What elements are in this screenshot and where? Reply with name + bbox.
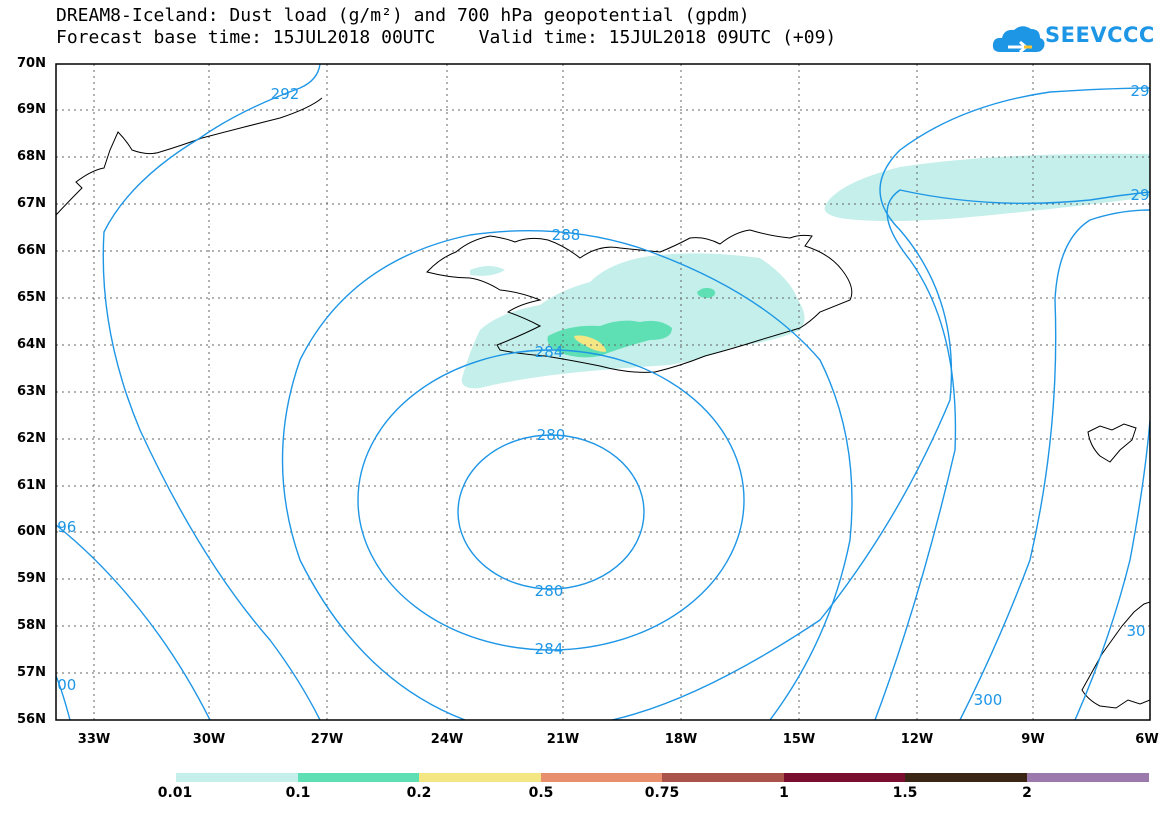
colorbar-swatch-7 — [1027, 773, 1149, 782]
iceland-coast — [426, 229, 853, 373]
contour-label-280-north: 280 — [537, 426, 566, 444]
contour-300-west — [56, 675, 71, 720]
contour-296-east — [874, 189, 1150, 720]
contour-284 — [357, 349, 745, 651]
lat-label-64n: 64N — [17, 337, 46, 352]
contour-292 — [102, 64, 321, 720]
colorbar-swatch-5 — [784, 773, 905, 782]
lat-label-68n: 68N — [17, 149, 46, 164]
cloud-logo-icon — [992, 26, 1045, 54]
coastlines — [56, 97, 1150, 709]
contour-label-30-east: 30 — [1126, 622, 1145, 640]
lat-label-65n: 65N — [17, 290, 46, 305]
contour-292-east — [611, 87, 1150, 720]
lat-label-59n: 59N — [17, 571, 46, 586]
colorbar-swatch-2 — [419, 773, 541, 782]
dust-max — [574, 335, 606, 352]
graticule — [56, 64, 1150, 720]
contour-labels: 292 288 284 280 280 284 296 300 300 30 2… — [48, 82, 1150, 709]
lon-label-6w: 6W — [1135, 732, 1159, 747]
contour-label-29-mid: 29 — [1130, 186, 1149, 204]
lat-label-63n: 63N — [17, 384, 46, 399]
lat-label-60n: 60N — [17, 524, 46, 539]
lon-label-12w: 12W — [900, 732, 934, 747]
contour-label-292: 292 — [271, 85, 300, 103]
contour-296-west — [56, 524, 211, 720]
map-title: DREAM8-Iceland: Dust load (g/m²) and 700… — [56, 5, 750, 26]
colorbar-label-0.75: 0.75 — [644, 785, 680, 801]
contour-280 — [457, 434, 645, 590]
lon-label-30w: 30W — [192, 732, 226, 747]
lon-label-15w: 15W — [782, 732, 816, 747]
colorbar-swatch-3 — [541, 773, 662, 782]
lat-label-66n: 66N — [17, 243, 46, 258]
contour-304-east — [1074, 419, 1150, 720]
contour-300-east — [959, 209, 1150, 720]
lon-label-24w: 24W — [430, 732, 464, 747]
lon-label-9w: 9W — [1021, 732, 1045, 747]
colorbar-label-0.5: 0.5 — [528, 785, 554, 801]
colorbar — [176, 773, 1149, 782]
lon-label-27w: 27W — [310, 732, 344, 747]
contour-label-300-west: 300 — [48, 676, 77, 694]
dust-area-north — [470, 266, 505, 276]
geopotential-contours — [56, 64, 1150, 720]
colorbar-label-0.01: 0.01 — [157, 785, 193, 801]
map-subtitle: Forecast base time: 15JUL2018 00UTC Vali… — [56, 27, 837, 48]
colorbar-swatch-1 — [298, 773, 419, 782]
contour-label-296-west: 296 — [48, 518, 77, 536]
dust-patch-south — [547, 320, 672, 358]
lon-label-33w: 33W — [77, 732, 111, 747]
lon-label-21w: 21W — [546, 732, 580, 747]
lat-label-58n: 58N — [17, 618, 46, 633]
plot-frame — [55, 63, 1151, 721]
contour-label-284-north: 284 — [535, 343, 564, 361]
lat-label-67n: 67N — [17, 196, 46, 211]
greenland-coast — [56, 97, 323, 216]
colorbar-label-1.5: 1.5 — [892, 785, 918, 801]
dust-area-east — [824, 153, 1150, 221]
colorbar-label-0.1: 0.1 — [285, 785, 311, 801]
faroe-islands — [1087, 423, 1137, 463]
colorbar-swatch-0 — [176, 773, 298, 782]
colorbar-swatch-4 — [662, 773, 784, 782]
colorbar-label-1: 1 — [779, 785, 789, 801]
colorbar-swatch-6 — [905, 773, 1027, 782]
lat-label-61n: 61N — [17, 478, 46, 493]
scotland-coast — [1081, 601, 1150, 709]
dust-area-iceland — [461, 253, 805, 389]
contour-label-288: 288 — [552, 226, 581, 244]
lat-label-70n: 70N — [17, 56, 46, 71]
lon-label-18w: 18W — [664, 732, 698, 747]
logo-text: SEEVCCC — [1045, 23, 1155, 47]
lat-label-69n: 69N — [17, 102, 46, 117]
contour-label-280-south: 280 — [535, 582, 564, 600]
contour-label-300-east: 300 — [974, 691, 1003, 709]
contour-288 — [281, 229, 853, 720]
dust-layer — [461, 153, 1150, 389]
contour-label-29-top: 29 — [1130, 82, 1149, 100]
lat-label-57n: 57N — [17, 665, 46, 680]
colorbar-label-0.2: 0.2 — [406, 785, 432, 801]
lat-label-56n: 56N — [17, 712, 46, 727]
lat-label-62n: 62N — [17, 431, 46, 446]
dust-patch-east — [697, 287, 716, 298]
contour-label-284-south: 284 — [535, 640, 564, 658]
colorbar-label-2: 2 — [1022, 785, 1032, 801]
